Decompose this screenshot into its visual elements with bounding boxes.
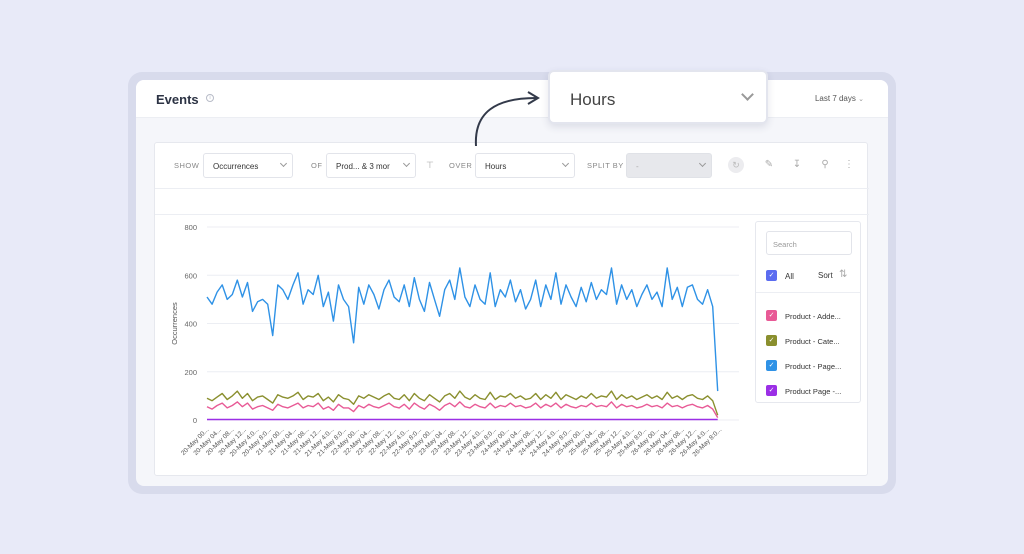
chart-area: 0 200 400 600 800 Occurrences 20-May 00... 20-M… (155, 215, 755, 477)
legend-all-row[interactable]: ✓ All Sort ⇅ (766, 269, 852, 284)
search-placeholder: Search (773, 240, 797, 249)
all-checkbox[interactable]: ✓ (766, 270, 777, 281)
legend-panel: Search ✓ All Sort ⇅ ✓ Product - Adde... … (755, 221, 861, 403)
of-select[interactable]: Prod... & 3 mor (326, 153, 416, 178)
sort-icon[interactable]: ⇅ (839, 269, 848, 280)
chart-card: SHOW Occurrences OF Prod... & 3 mor ⊤ OV… (154, 142, 869, 477)
query-toolbar: SHOW Occurrences OF Prod... & 3 mor ⊤ OV… (155, 143, 869, 189)
legend-checkbox[interactable]: ✓ (766, 335, 777, 346)
legend-item-label: Product Page -... (785, 387, 842, 396)
split-by-label: SPLIT BY (587, 161, 624, 170)
legend-item[interactable]: ✓ Product - Page... (766, 360, 856, 374)
legend-checkbox[interactable]: ✓ (766, 360, 777, 371)
info-icon[interactable]: i (206, 94, 214, 102)
annotation-icon[interactable]: ✎ (764, 159, 774, 170)
split-by-select[interactable]: - (626, 153, 712, 178)
page-header: Events i Last 7 days ⌄ (136, 80, 888, 118)
legend-divider (756, 292, 860, 293)
show-select[interactable]: Occurrences (203, 153, 293, 178)
callout-value: Hours (570, 90, 616, 109)
date-range-label: Last 7 days (814, 94, 856, 103)
over-select-callout[interactable]: Hours (548, 70, 768, 124)
y-tick-label: 600 (184, 271, 197, 280)
of-label: OF (311, 161, 323, 170)
chevron-down-icon (698, 159, 707, 168)
chevron-down-icon (561, 159, 570, 168)
over-label: OVER (449, 161, 473, 170)
events-window: Events i Last 7 days ⌄ SHOW Occurrences … (136, 80, 888, 486)
page-title: Events (156, 92, 199, 107)
y-tick-label: 400 (184, 320, 197, 329)
pin-icon[interactable]: ⚲ (821, 159, 829, 170)
filter-icon[interactable]: ⊤ (426, 160, 434, 170)
show-value: Occurrences (213, 162, 259, 171)
date-range-dropdown[interactable]: Last 7 days ⌄ (815, 94, 864, 103)
legend-item-label: Product - Adde... (785, 312, 841, 321)
series-line (206, 401, 719, 418)
download-icon[interactable]: ↧ (792, 159, 802, 170)
show-label: SHOW (174, 161, 200, 170)
sub-toolbar (155, 189, 869, 215)
over-select[interactable]: Hours (475, 153, 575, 178)
legend-item[interactable]: ✓ Product Page -... (766, 385, 856, 399)
legend-item[interactable]: ✓ Product - Cate... (766, 335, 856, 349)
y-tick-label: 200 (184, 368, 197, 377)
refresh-icon[interactable]: ↻ (728, 157, 744, 173)
of-value: Prod... & 3 mor (336, 162, 390, 171)
y-axis-label: Occurrences (170, 302, 179, 345)
y-tick-label: 0 (193, 416, 197, 425)
legend-item-label: Product - Page... (785, 362, 842, 371)
series-line (206, 267, 719, 392)
split-by-value: - (636, 162, 639, 171)
sort-label[interactable]: Sort (818, 271, 833, 280)
legend-item-label: Product - Cate... (785, 337, 840, 346)
over-value: Hours (485, 162, 507, 171)
y-tick-label: 800 (184, 223, 197, 232)
chevron-down-icon (741, 88, 754, 101)
chevron-down-icon (402, 159, 411, 168)
legend-checkbox[interactable]: ✓ (766, 310, 777, 321)
chevron-down-icon (279, 159, 288, 168)
all-label: All (785, 272, 794, 281)
chevron-down-icon: ⌄ (858, 96, 864, 103)
legend-search-input[interactable]: Search (766, 231, 852, 255)
legend-item[interactable]: ✓ Product - Adde... (766, 310, 856, 324)
series-line (206, 390, 719, 416)
legend-checkbox[interactable]: ✓ (766, 385, 777, 396)
more-options-icon[interactable]: ⋮ (844, 159, 854, 170)
